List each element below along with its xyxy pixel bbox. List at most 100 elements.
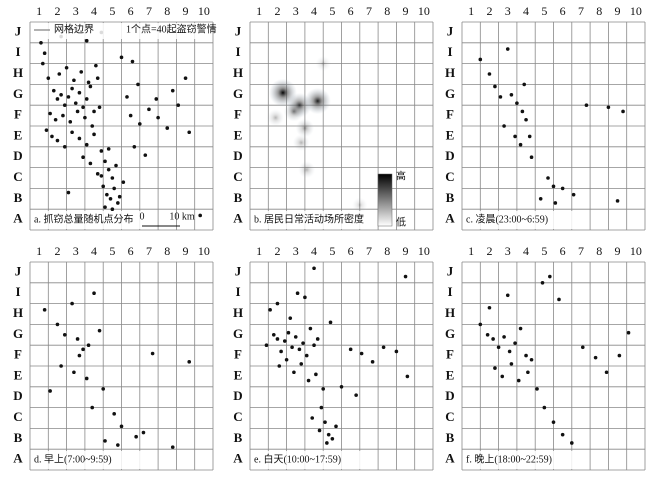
colorbar-low: 低 [396, 215, 406, 228]
point [112, 186, 116, 191]
y-tick-label: J [235, 263, 242, 278]
y-tick-label: B [14, 430, 23, 445]
point [323, 420, 327, 424]
point [44, 128, 49, 132]
point [553, 201, 558, 205]
point [183, 76, 188, 80]
x-tick-label: 3 [293, 4, 299, 18]
point [317, 428, 322, 433]
point [121, 180, 126, 184]
point [41, 61, 45, 66]
point [330, 437, 335, 441]
point [275, 301, 280, 306]
point [125, 95, 129, 99]
point [279, 349, 283, 354]
density-blob [295, 118, 315, 138]
caption: c. 凌晨(23:00~6:59) [466, 212, 548, 225]
point [170, 88, 175, 93]
point [295, 291, 300, 296]
point [621, 109, 625, 114]
point [535, 387, 539, 391]
point [86, 343, 91, 348]
point [540, 281, 545, 285]
point [90, 124, 95, 128]
legend-label: 网格边界 [54, 22, 94, 35]
point [39, 41, 43, 45]
y-tick-label: F [234, 347, 242, 362]
point [370, 360, 375, 364]
density-blob [283, 101, 304, 122]
y-tick-label: D [233, 148, 242, 163]
point [303, 295, 307, 300]
y-tick-label: I [447, 44, 452, 59]
point [491, 337, 495, 341]
point [394, 349, 399, 354]
point [101, 387, 105, 391]
point [493, 366, 497, 370]
point [507, 349, 512, 354]
point [90, 405, 95, 410]
y-tick-label: E [446, 127, 455, 142]
point [106, 167, 111, 172]
x-tick-label: 2 [274, 244, 280, 258]
legend-box [31, 23, 211, 39]
point [538, 197, 543, 201]
point [293, 335, 298, 339]
point [264, 343, 269, 348]
point [112, 412, 116, 416]
point [604, 370, 609, 375]
point [304, 353, 309, 358]
x-tick-label: 4 [91, 4, 97, 18]
x-tick-label: 3 [73, 4, 79, 18]
y-tick-label: E [14, 127, 23, 142]
x-tick-label: 8 [384, 244, 390, 258]
point [505, 47, 510, 51]
y-tick-label: H [445, 65, 455, 80]
point [271, 333, 276, 337]
point [314, 372, 318, 377]
y-tick-label: J [447, 23, 454, 38]
point [154, 97, 159, 101]
point [334, 424, 338, 429]
point [72, 78, 76, 83]
point [348, 347, 353, 352]
x-tick-label: 1 [468, 244, 474, 258]
point [55, 97, 60, 101]
density-blob [352, 197, 368, 213]
point [325, 441, 329, 445]
x-tick-label: 6 [560, 4, 566, 18]
point [548, 274, 552, 279]
y-tick-label: H [233, 305, 243, 320]
point [354, 393, 358, 397]
point [119, 424, 124, 429]
x-tick-label: 9 [615, 4, 621, 18]
point [143, 153, 148, 157]
point [62, 333, 67, 337]
point [527, 134, 532, 139]
point [84, 376, 89, 381]
y-tick-label: G [13, 86, 23, 101]
point [147, 107, 151, 112]
point [310, 416, 315, 420]
point [546, 176, 550, 180]
y-tick-label: I [15, 44, 20, 59]
y-tick-label: I [447, 284, 452, 299]
point [529, 155, 534, 159]
point [542, 405, 547, 410]
y-tick-label: A [445, 451, 455, 466]
point [88, 84, 93, 89]
point [42, 51, 47, 55]
y-tick-label: B [446, 430, 455, 445]
x-tick-label: 1 [468, 4, 474, 18]
point [275, 337, 280, 341]
y-tick-label: H [233, 65, 243, 80]
y-tick-label: F [14, 107, 22, 122]
point [99, 174, 104, 178]
x-tick-label: 4 [311, 4, 317, 18]
y-tick-label: F [14, 347, 22, 362]
point [103, 205, 107, 209]
point [103, 439, 107, 443]
density-blob [315, 56, 331, 72]
y-tick-label: F [446, 107, 454, 122]
